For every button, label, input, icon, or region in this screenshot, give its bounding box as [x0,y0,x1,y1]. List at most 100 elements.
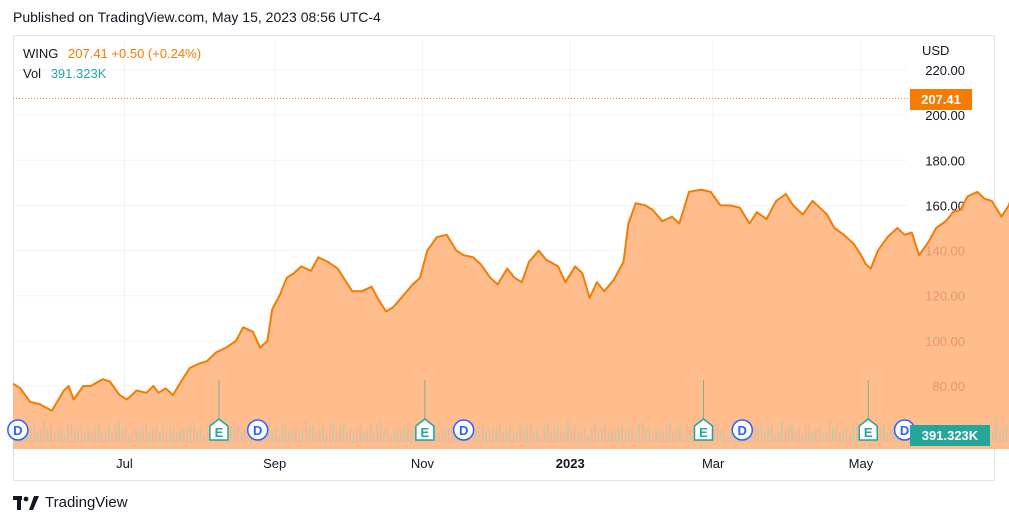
volume-bar [342,424,345,442]
volume-bar [26,431,29,442]
x-tick-label: Sep [263,456,286,471]
volume-bar [492,426,494,442]
volume-bar [655,431,658,442]
volume-bar [301,430,304,442]
volume-bar [328,425,331,442]
volume-bar [203,435,205,442]
footer-brand-label: TradingView [45,494,128,511]
volume-bar [475,430,477,442]
earnings-marker-label: E [864,425,873,440]
published-note: Published on TradingView.com, May 15, 20… [13,9,381,25]
volume-bar [753,426,756,442]
volume-bar [277,436,280,442]
volume-bar [498,424,501,442]
volume-bar [607,432,610,442]
volume-bar [838,433,841,442]
volume-bar [723,427,726,442]
volume-bar [573,425,576,442]
legend-symbol[interactable]: WING [23,46,59,61]
volume-bar [128,434,131,442]
volume-bar [158,433,161,442]
volume-bar [577,433,579,442]
volume-bar [597,430,600,442]
volume-bar [675,428,678,442]
dividend-marker-label: D [459,423,468,438]
volume-bar [590,425,593,442]
volume-bar [138,429,141,442]
volume-bar [787,426,790,442]
volume-bar [237,424,239,442]
volume-bar [811,431,814,442]
volume-bar [70,422,73,442]
dividend-marker-label: D [738,423,747,438]
volume-bar [631,426,634,442]
volume-bar [825,430,828,442]
volume-bar [600,427,603,442]
volume-bar [305,420,307,442]
volume-bar [781,421,783,442]
dividend-marker-icon [731,419,754,441]
volume-bar [672,431,675,442]
volume-bar [67,425,69,442]
volume-bar [726,435,729,442]
legend-volume-row: Vol 391.323K [23,64,201,84]
volume-bar [322,427,324,442]
volume-bar [182,427,185,442]
volume-bar [808,423,811,442]
volume-bar [189,425,192,442]
earnings-marker-icon [209,418,229,441]
dividend-marker-icon [7,419,29,441]
volume-bar [165,431,168,442]
volume-bar [73,430,76,442]
volume-bar [311,425,314,442]
volume-bar [495,427,498,442]
volume-bar [566,420,569,442]
volume-bar [546,423,549,442]
volume-bar [991,432,994,442]
y-tick-label: 180.00 [925,153,965,168]
chart-legend: WING 207.41 +0.50 (+0.24%) Vol 391.323K [23,44,201,84]
volume-bar [764,432,766,442]
volume-bar [1002,427,1004,442]
volume-bar [349,429,352,442]
volume-bar [359,424,362,442]
volume-bar [101,432,103,442]
earnings-marker-icon [858,418,878,441]
volume-bar [33,425,35,442]
volume-bar [152,428,154,442]
volume-bar [240,432,243,442]
volume-bar [879,427,882,442]
volume-bar [522,429,525,442]
volume-bar [682,433,685,442]
volume-bar [87,429,90,442]
x-tick-label: 2023 [556,456,585,471]
volume-bar [345,432,348,442]
legend-vol-label[interactable]: Vol [23,66,42,81]
volume-bar [794,431,797,442]
x-tick-label: Mar [702,456,725,471]
volume-bar [114,424,117,442]
volume-bar [835,425,838,442]
volume-bar [804,426,807,442]
volume-bar [651,434,654,442]
volume-bar [760,424,763,442]
volume-bar [107,426,110,442]
volume-bar [291,428,294,442]
volume-bar [131,431,134,442]
volume-bar [196,430,199,442]
volume-bar [488,429,491,442]
volume-bar [356,427,358,442]
footer-brand[interactable]: TradingView [13,494,128,511]
volume-bar [791,423,794,442]
volume-bar [828,420,831,442]
earnings-marker-label: E [699,425,708,440]
volume-bar [777,431,780,442]
volume-bar [798,428,800,442]
tradingview-logo-icon [13,495,39,510]
volume-bar [614,430,617,442]
legend-change: +0.50 (+0.24%) [111,46,202,61]
volume-bar [339,427,341,442]
volume-bar [434,425,437,442]
volume-bar [821,433,824,442]
volume-bar [407,423,409,442]
